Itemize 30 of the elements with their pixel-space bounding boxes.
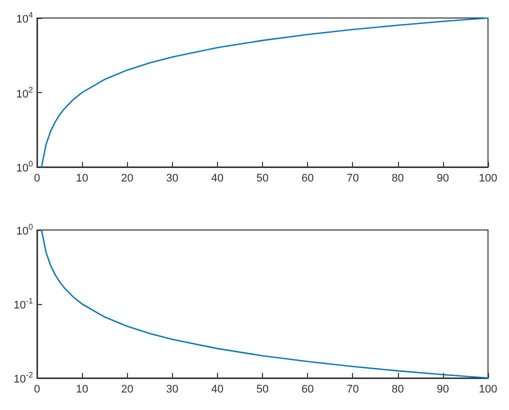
x-tick-label: 70 [346,172,359,184]
x-tick-label: 20 [121,172,134,184]
y-tick-label: 10$^{2}$ [16,85,33,100]
x-tick-label: 30 [166,172,178,184]
y-tick-label: 10$^{0}$ [16,222,33,238]
x-tick-label: 40 [211,172,224,184]
x-tick-label: 100 [478,172,498,184]
line-series [40,229,489,379]
x-tick-label: 90 [436,172,450,184]
x-tick-label: 0 [34,384,40,396]
y-tick-label: 10$^{0}$ [16,160,33,174]
x-tick-label: 80 [392,172,404,184]
x-tick-label: 10 [76,172,88,184]
x-tick-label: 40 [211,384,224,396]
x-tick-label: 50 [256,384,269,396]
x-tick-label: 30 [166,384,178,396]
x-tick-label: 60 [301,384,314,396]
y-tick-label: 10$^{-1}$ [14,296,33,312]
x-tick-label: 80 [392,384,404,396]
x-tick-label: 50 [256,172,269,184]
x-tick-label: 100 [478,384,498,396]
y-tick-label: 10$^{4}$ [16,10,33,26]
x-tick-label: 60 [301,172,314,184]
x-tick-label: 10 [76,384,88,396]
y-tick-label: 10$^{-2}$ [14,370,33,386]
x-tick-label: 0 [34,172,40,184]
x-tick-label: 20 [121,384,134,396]
line-series [40,17,489,168]
x-tick-label: 90 [436,384,450,396]
x-tick-label: 70 [346,384,359,396]
